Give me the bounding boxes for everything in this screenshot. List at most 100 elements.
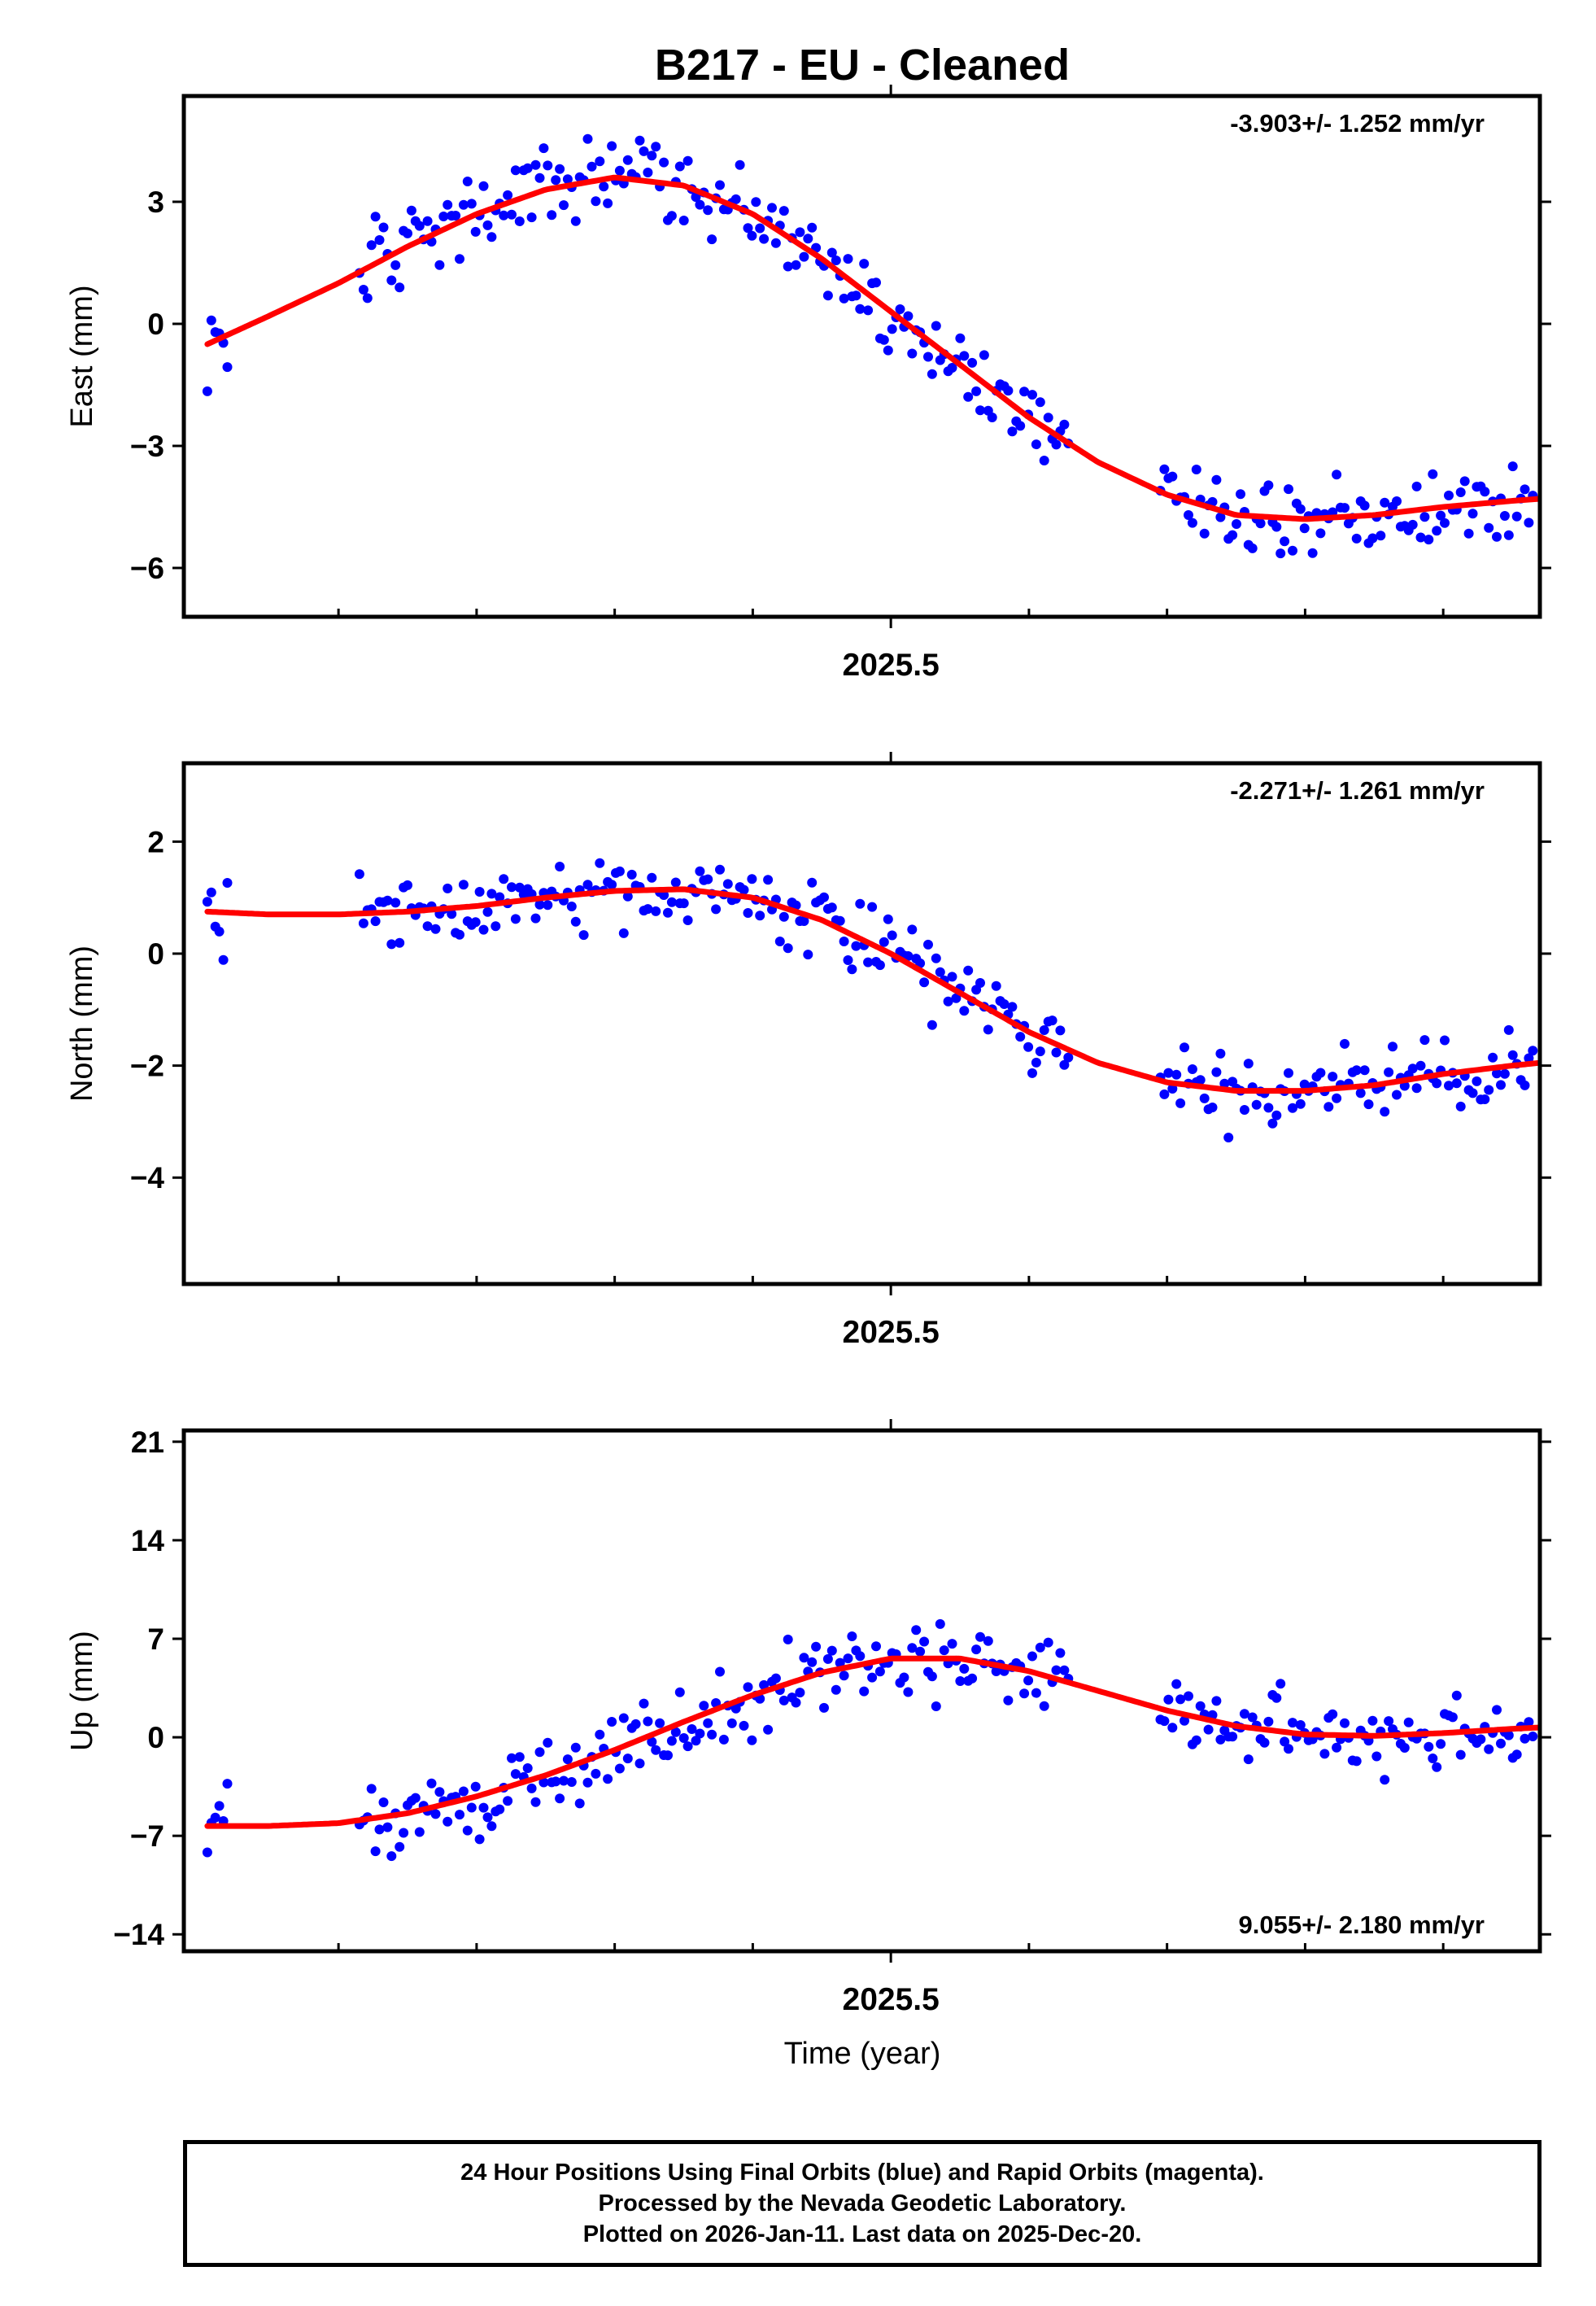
- east-data-point: [1428, 469, 1438, 479]
- east-y-axis-label: East (mm): [65, 285, 99, 427]
- north-data-point: [622, 891, 633, 902]
- north-data-point: [455, 929, 464, 940]
- north-data-point: [1031, 1057, 1041, 1068]
- up-data-point: [907, 1643, 918, 1653]
- north-data-point: [495, 892, 505, 902]
- north-data-point: [534, 899, 545, 910]
- east-data-point: [927, 369, 937, 379]
- east-data-point: [1284, 484, 1293, 495]
- up-data-point: [378, 1797, 389, 1807]
- north-data-point: [867, 902, 878, 912]
- up-data-point: [1328, 1709, 1338, 1719]
- up-data-point: [562, 1754, 573, 1765]
- up-data-point: [666, 1736, 677, 1746]
- east-data-point: [455, 254, 464, 264]
- east-data-point: [434, 260, 445, 270]
- north-y-tick-label: −2: [130, 1050, 164, 1083]
- east-data-point: [955, 333, 966, 343]
- north-data-point: [855, 898, 866, 909]
- north-data-point: [807, 877, 818, 888]
- up-data-point: [486, 1821, 497, 1832]
- north-data-point: [390, 898, 401, 908]
- east-data-point: [499, 210, 509, 221]
- north-data-point: [1215, 1048, 1226, 1059]
- up-data-point: [539, 1777, 549, 1788]
- east-data-point: [530, 159, 541, 170]
- east-data-point: [651, 142, 661, 152]
- east-data-point: [1463, 528, 1474, 539]
- north-data-point: [799, 916, 809, 926]
- north-data-point: [1263, 1103, 1274, 1113]
- east-data-point: [1407, 519, 1418, 530]
- east-data-point: [390, 260, 401, 270]
- east-data-point: [507, 209, 517, 220]
- east-y-tick-label: 3: [147, 186, 164, 219]
- east-data-point: [510, 165, 521, 176]
- north-data-point: [1219, 1078, 1230, 1089]
- north-data-point: [1415, 1060, 1426, 1071]
- east-data-point: [755, 223, 765, 234]
- up-data-point: [799, 1653, 809, 1663]
- east-data-point: [362, 293, 373, 304]
- north-data-point: [1499, 1068, 1510, 1079]
- north-data-point: [607, 880, 617, 890]
- east-x-tick-label: 2025.5: [843, 648, 940, 683]
- up-data-point: [507, 1753, 517, 1763]
- up-data-point: [434, 1787, 445, 1797]
- east-data-point: [923, 352, 933, 362]
- east-data-point: [422, 216, 433, 226]
- up-data-point: [382, 1822, 393, 1832]
- east-data-point: [1236, 489, 1245, 500]
- east-data-point: [879, 334, 889, 345]
- north-data-point: [943, 996, 953, 1007]
- east-data-point: [743, 223, 753, 234]
- east-data-point: [1007, 426, 1018, 437]
- up-data-point: [1175, 1694, 1186, 1705]
- east-data-point: [1311, 508, 1322, 518]
- east-data-point: [1015, 421, 1026, 431]
- north-data-point: [1440, 1035, 1450, 1046]
- north-data-point: [887, 930, 897, 941]
- east-data-point: [366, 240, 377, 251]
- east-data-point: [534, 173, 545, 183]
- north-data-point: [1027, 1068, 1037, 1078]
- up-data-point: [1184, 1691, 1193, 1701]
- east-data-point: [666, 211, 677, 221]
- east-data-point: [678, 216, 689, 225]
- east-data-point: [1524, 518, 1534, 528]
- up-data-point: [534, 1747, 545, 1758]
- up-data-point: [618, 1713, 629, 1723]
- east-data-point: [1411, 481, 1422, 491]
- east-data-point: [555, 164, 565, 174]
- east-data-point: [470, 226, 481, 237]
- panel-up: 21 14 7 0 −7 −14 2025.5 Up (mm) 9.055+/- 2.180 m…: [65, 1419, 1551, 2017]
- up-data-point: [655, 1718, 665, 1728]
- up-data-point: [1524, 1717, 1534, 1727]
- east-data-point: [751, 197, 761, 207]
- up-data-point: [1484, 1744, 1494, 1754]
- north-data-point: [1340, 1038, 1350, 1049]
- up-data-point: [1039, 1701, 1049, 1711]
- up-model-curve: [204, 1655, 1541, 1829]
- up-data-point: [955, 1676, 966, 1686]
- up-data-point: [1228, 1732, 1238, 1742]
- north-data-point: [1528, 1046, 1538, 1056]
- up-data-point: [1167, 1723, 1178, 1733]
- east-data-point: [831, 255, 841, 265]
- north-data-point: [791, 900, 801, 911]
- east-data-point: [1295, 504, 1306, 514]
- up-data-point: [462, 1825, 473, 1836]
- north-data-point: [951, 993, 962, 1003]
- east-data-point: [1199, 528, 1210, 539]
- east-data-point: [458, 199, 469, 210]
- east-data-point: [975, 405, 985, 416]
- north-data-point: [682, 915, 693, 925]
- east-data-point: [703, 205, 713, 216]
- east-data-point: [735, 159, 745, 170]
- north-data-point: [1520, 1080, 1530, 1090]
- up-y-tick-label: 14: [131, 1524, 165, 1557]
- up-data-point: [1492, 1705, 1502, 1715]
- north-data-point: [1467, 1088, 1478, 1098]
- up-data-point: [935, 1618, 945, 1629]
- north-data-point: [1432, 1078, 1442, 1089]
